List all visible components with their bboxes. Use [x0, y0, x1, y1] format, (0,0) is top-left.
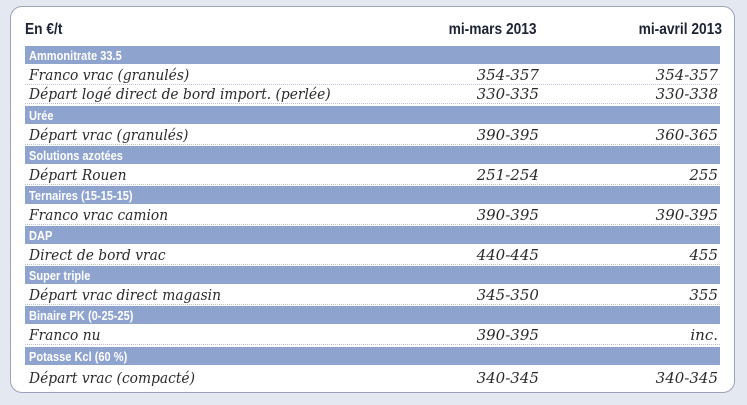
section-title: Super triple	[29, 267, 91, 283]
row-label: Départ logé direct de bord import. (perl…	[29, 85, 331, 103]
value-mid-march: 251-254	[476, 166, 539, 184]
table-row: Franco nu 390-395 inc.	[25, 326, 720, 345]
value-mid-april: 360-365	[655, 126, 718, 144]
section-band: Ternaires (15-15-15)	[25, 186, 720, 204]
row-label: Départ Rouen	[29, 166, 127, 184]
value-mid-march: 390-395	[476, 326, 539, 344]
section-band: Potasse Kcl (60 %)	[25, 347, 720, 365]
value-mid-april: 354-357	[655, 66, 718, 84]
section-band: Urée	[25, 106, 720, 124]
section-title: Potasse Kcl (60 %)	[29, 348, 128, 364]
section-title: Ternaires (15-15-15)	[29, 187, 133, 203]
table-row: Départ Rouen 251-254 255	[25, 166, 720, 185]
price-table: En €/t mi-mars 2013 mi-avril 2013 Ammoni…	[10, 6, 735, 393]
table-row: Franco vrac (granulés) 354-357 354-357	[25, 66, 720, 85]
value-mid-march: 340-345	[476, 368, 539, 387]
value-mid-march: 345-350	[476, 286, 539, 304]
table-row: Départ logé direct de bord import. (perl…	[25, 85, 720, 104]
value-mid-april: 455	[689, 246, 718, 264]
table-header: En €/t mi-mars 2013 mi-avril 2013	[25, 17, 722, 43]
section-title: Ammonitrate 33.5	[29, 47, 122, 63]
col-mid-march-header: mi-mars 2013	[448, 21, 537, 38]
value-mid-march: 354-357	[476, 66, 539, 84]
section-title: Urée	[29, 107, 54, 123]
section-title: Binaire PK (0-25-25)	[29, 307, 134, 323]
section-title: Solutions azotées	[29, 147, 123, 163]
row-label: Franco nu	[29, 326, 101, 344]
table-row: Direct de bord vrac 440-445 455	[25, 246, 720, 265]
value-mid-april: 355	[689, 286, 718, 304]
row-label: Départ vrac direct magasin	[29, 286, 221, 304]
value-mid-march: 440-445	[476, 246, 539, 264]
row-label: Franco vrac camion	[29, 206, 169, 224]
section-title: DAP	[29, 227, 53, 243]
section-band: Solutions azotées	[25, 146, 720, 164]
value-mid-april: inc.	[690, 326, 718, 344]
value-mid-march: 390-395	[476, 126, 539, 144]
table-row: Départ vrac direct magasin 345-350 355	[25, 286, 720, 305]
col-mid-april-header: mi-avril 2013	[638, 21, 722, 38]
value-mid-march: 390-395	[476, 206, 539, 224]
section-band: Ammonitrate 33.5	[25, 46, 720, 64]
row-label: Direct de bord vrac	[29, 246, 166, 264]
table-row: Franco vrac camion 390-395 390-395	[25, 206, 720, 225]
value-mid-april: 255	[689, 166, 718, 184]
table-row: Départ vrac (compacté) 340-345 340-345	[25, 368, 720, 387]
unit-header: En €/t	[25, 21, 63, 38]
section-band: DAP	[25, 226, 720, 244]
value-mid-april: 330-338	[655, 85, 718, 103]
row-label: Franco vrac (granulés)	[29, 66, 190, 84]
table-row: Départ vrac (granulés) 390-395 360-365	[25, 126, 720, 145]
section-band: Binaire PK (0-25-25)	[25, 306, 720, 324]
section-band: Super triple	[25, 266, 720, 284]
row-label: Départ vrac (compacté)	[29, 368, 195, 387]
value-mid-april: 390-395	[655, 206, 718, 224]
row-label: Départ vrac (granulés)	[29, 126, 189, 144]
value-mid-april: 340-345	[655, 368, 718, 387]
value-mid-march: 330-335	[476, 85, 539, 103]
